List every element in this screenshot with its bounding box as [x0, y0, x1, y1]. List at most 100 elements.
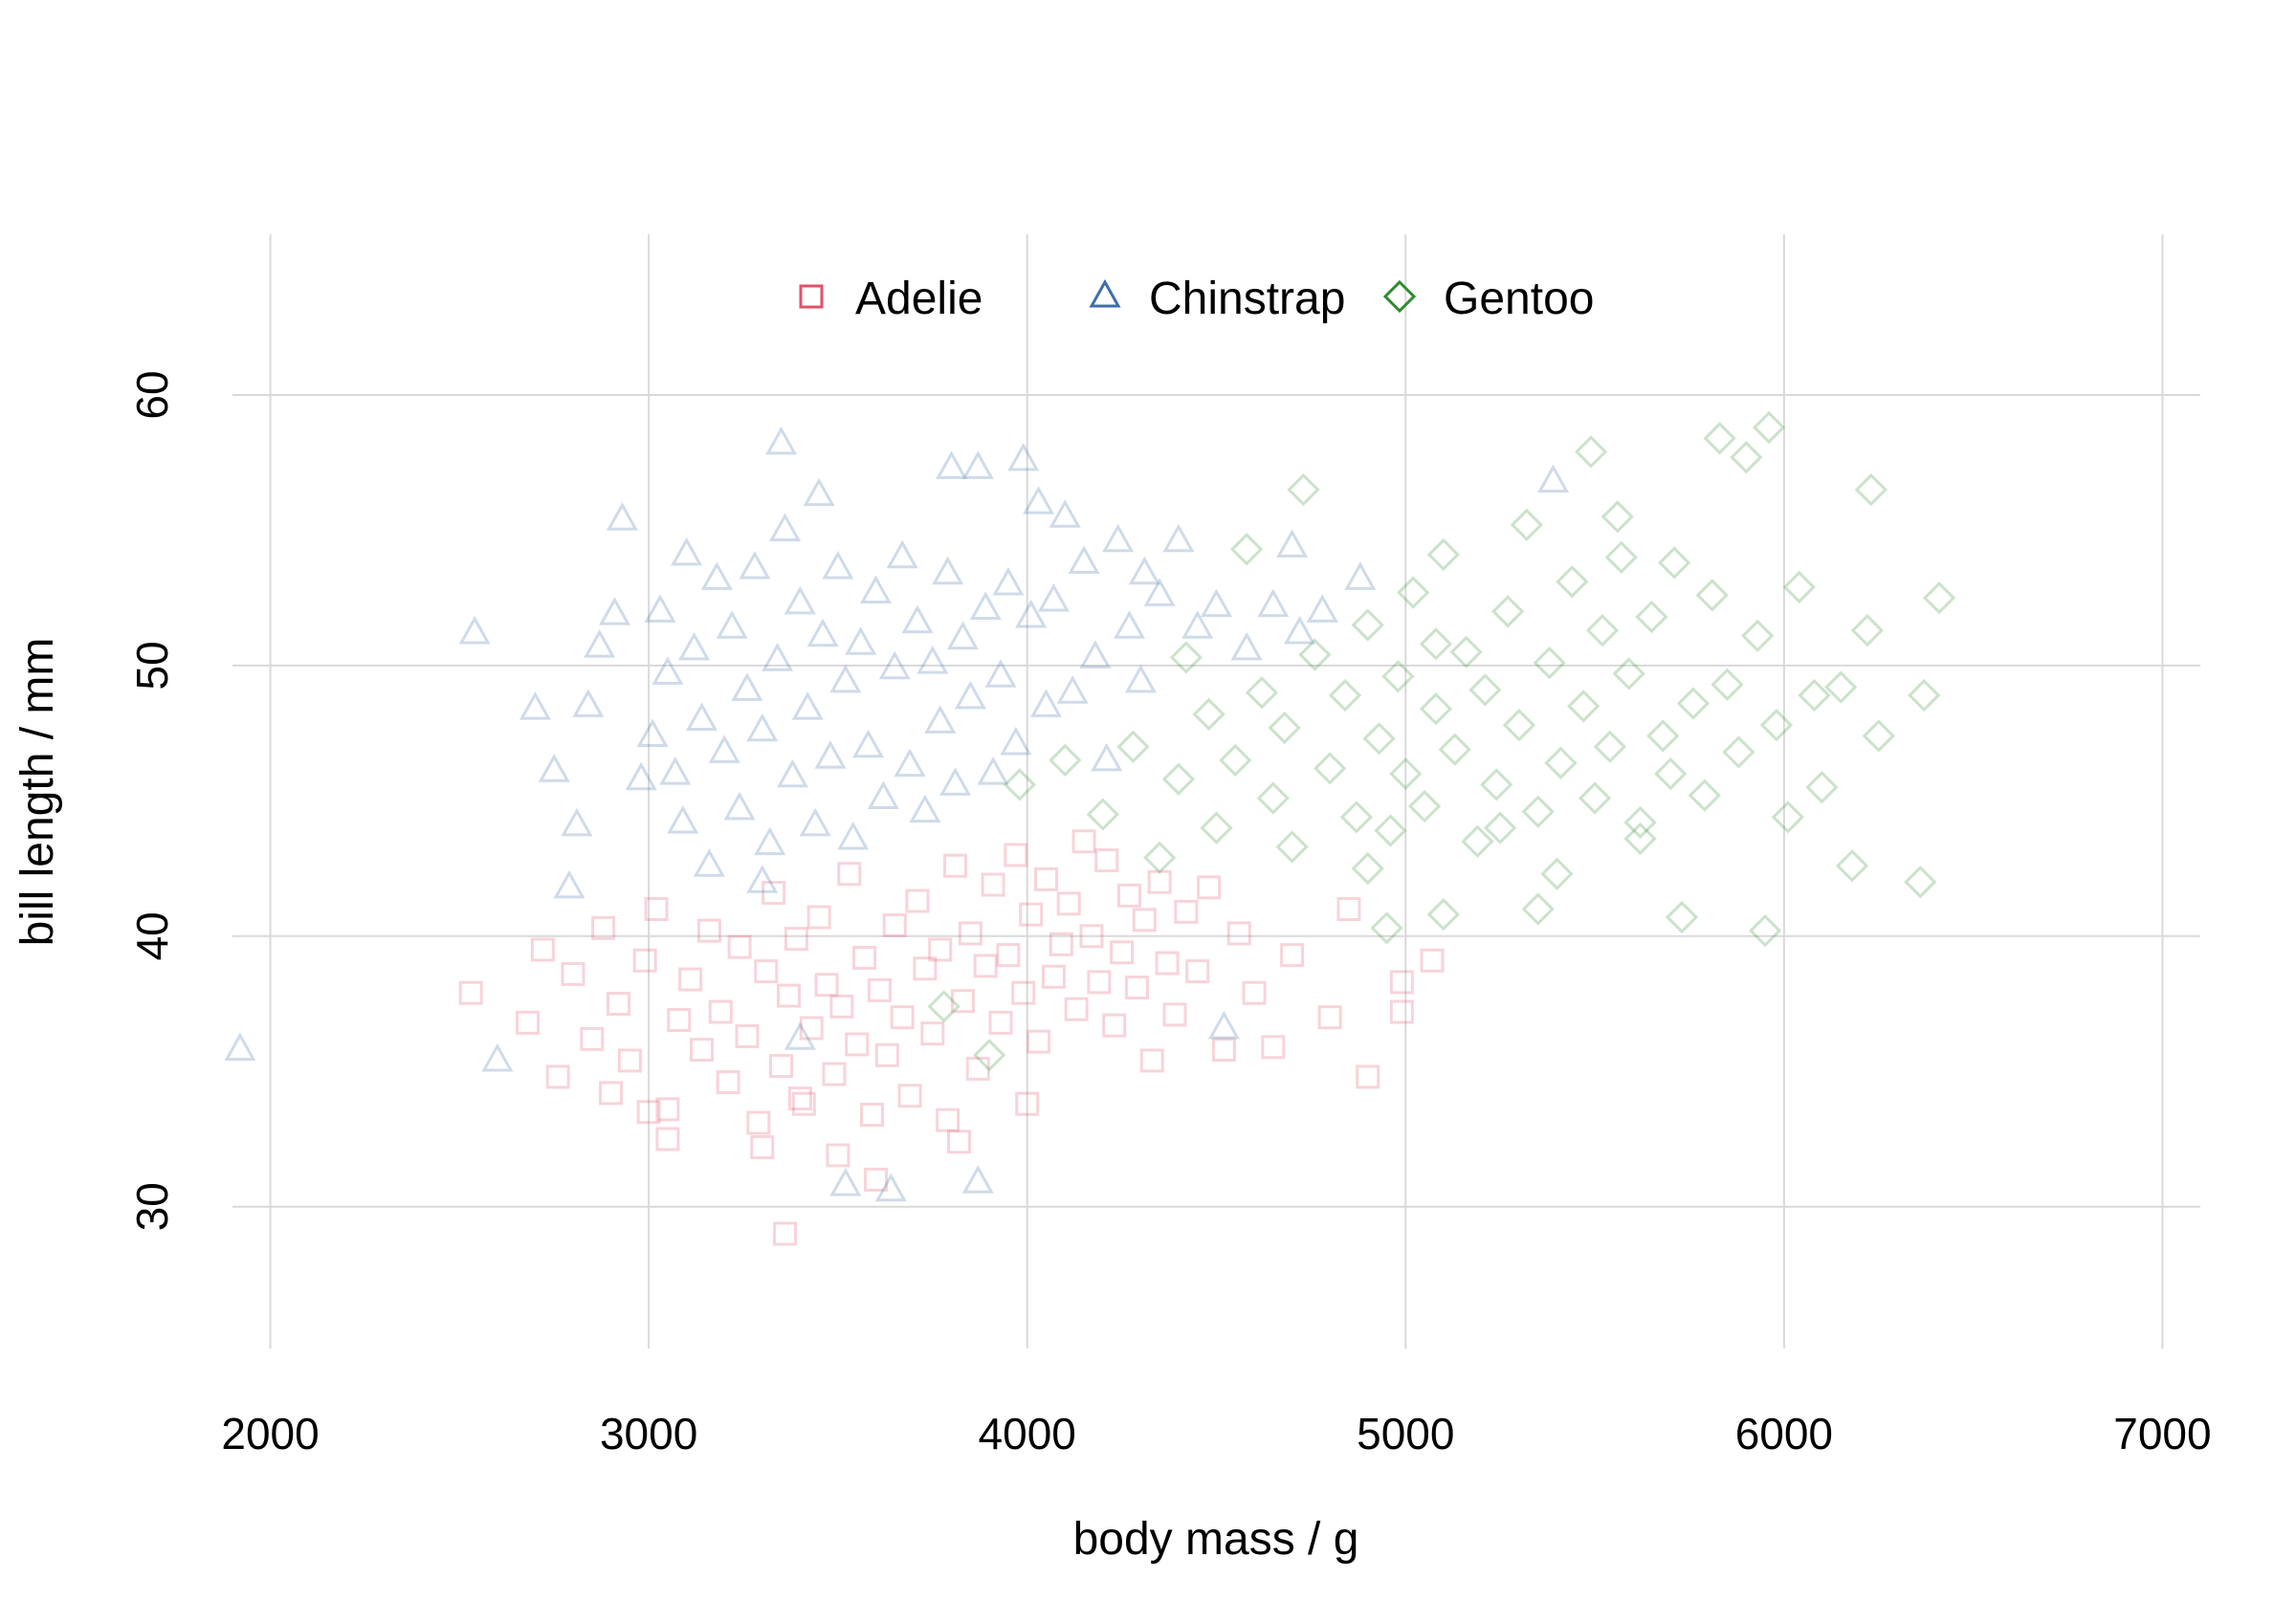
adelie-point	[1139, 1048, 1164, 1073]
adelie-point	[943, 853, 968, 878]
adelie-point	[814, 973, 839, 998]
gentoo-point	[1676, 687, 1711, 720]
adelie-point	[928, 937, 953, 962]
gentoo-point	[1381, 660, 1415, 693]
adelie-point	[1389, 999, 1414, 1024]
adelie-point	[1132, 908, 1157, 932]
gentoo-point	[1370, 911, 1403, 945]
gentoo-point	[1688, 779, 1721, 812]
chinstrap-point	[867, 780, 899, 810]
adelie-point	[591, 915, 616, 940]
adelie-point	[1056, 891, 1081, 916]
x-tick-label: 6000	[1735, 1409, 1833, 1459]
gentoo-point	[1574, 435, 1608, 469]
adelie-point	[867, 977, 892, 1002]
chinstrap-point	[784, 585, 816, 615]
x-tick-label: 4000	[979, 1409, 1076, 1459]
gentoo-point	[1449, 635, 1483, 669]
chinstrap-point	[852, 729, 885, 758]
adelie-point	[1019, 902, 1044, 927]
gentoo-point	[1722, 735, 1755, 769]
chinstrap-point	[1162, 523, 1195, 553]
chinstrap-point	[1537, 464, 1570, 493]
gentoo-point	[1741, 619, 1775, 652]
adelie-point	[1049, 932, 1073, 956]
adelie-point	[845, 1032, 870, 1057]
gentoo-point	[1314, 752, 1347, 785]
adelie-point	[545, 1064, 570, 1089]
adelie-point	[458, 980, 483, 1005]
adelie-point	[727, 934, 752, 959]
gentoo-point	[1771, 801, 1804, 834]
chinstrap-point	[829, 1168, 862, 1196]
chinstrap-point	[932, 556, 964, 585]
gentoo-point	[1635, 600, 1668, 634]
legend-label-adelie: Adelie	[855, 274, 982, 324]
gentoo-point	[1362, 722, 1396, 756]
adelie-point	[973, 954, 998, 978]
adelie-point	[516, 1010, 541, 1035]
adelie-point	[958, 921, 982, 946]
adelie-point	[1389, 970, 1414, 995]
chinstrap-point	[561, 807, 593, 837]
chinstrap-point	[859, 575, 893, 604]
adelie-point	[947, 1130, 972, 1154]
adelie-point	[1197, 875, 1222, 900]
adelie-point	[1004, 843, 1028, 867]
gentoo-point	[1540, 857, 1574, 890]
adelie-point	[897, 1084, 922, 1108]
chinstrap-point	[1000, 726, 1032, 756]
chinstrap-point	[1257, 588, 1290, 618]
chinstrap-point	[909, 794, 941, 823]
gentoo-point	[1862, 719, 1895, 753]
gentoo-point	[1116, 730, 1150, 763]
adelie-point	[1356, 1064, 1380, 1089]
gentoo-point	[1521, 892, 1555, 926]
adelie-point	[784, 927, 808, 952]
gentoo-point	[1601, 500, 1634, 534]
adelie-point	[1226, 921, 1251, 946]
gentoo-point	[1256, 781, 1290, 815]
adelie-point	[1162, 1002, 1187, 1027]
adelie-point	[1185, 959, 1210, 984]
chinstrap-point	[481, 1042, 514, 1072]
adelie-point	[1420, 948, 1445, 973]
chinstrap-point	[878, 650, 911, 680]
gentoo-point	[1268, 711, 1301, 745]
chinstrap-point	[754, 826, 786, 856]
x-tick-labels: 2000 3000 4000 5000 6000 7000	[221, 1409, 2211, 1459]
gentoo-point	[1397, 576, 1430, 609]
y-tick-labels: 30 40 50 60	[127, 370, 177, 1231]
chinstrap-point	[659, 756, 692, 785]
adelie-point	[890, 1005, 915, 1030]
gentoo-point	[1604, 540, 1638, 574]
adelie-point	[1079, 924, 1104, 949]
adelie-point	[822, 1062, 847, 1086]
gentoo-point	[1245, 676, 1279, 710]
gentoo-point	[1219, 743, 1252, 778]
adelie-point	[826, 1143, 850, 1168]
gentoo-point	[1695, 579, 1729, 612]
chinstrap-point	[519, 691, 552, 720]
chinstrap-point	[984, 659, 1017, 688]
gentoo-point	[1003, 768, 1036, 801]
gentoo-point	[1908, 678, 1941, 713]
gentoo-point	[1544, 746, 1578, 779]
chinstrap-point	[1230, 631, 1263, 661]
chinstrap-point	[901, 604, 934, 634]
gentoo-point	[1658, 546, 1691, 580]
adelie-point	[773, 1221, 798, 1246]
y-tick-label: 30	[127, 1182, 177, 1231]
chinstrap-point	[799, 807, 831, 837]
adelie-point	[762, 881, 786, 906]
gentoo-point	[1798, 678, 1831, 713]
x-tick-label: 2000	[221, 1409, 319, 1459]
chinstrap-point	[1200, 588, 1233, 618]
gentoo-point	[1854, 472, 1888, 507]
gentoo-point	[1703, 422, 1736, 455]
chinstrap-point	[1007, 442, 1040, 472]
gentoo-point	[1567, 690, 1601, 723]
series-chinstrap	[224, 426, 1570, 1202]
gentoo-point	[1374, 814, 1407, 847]
